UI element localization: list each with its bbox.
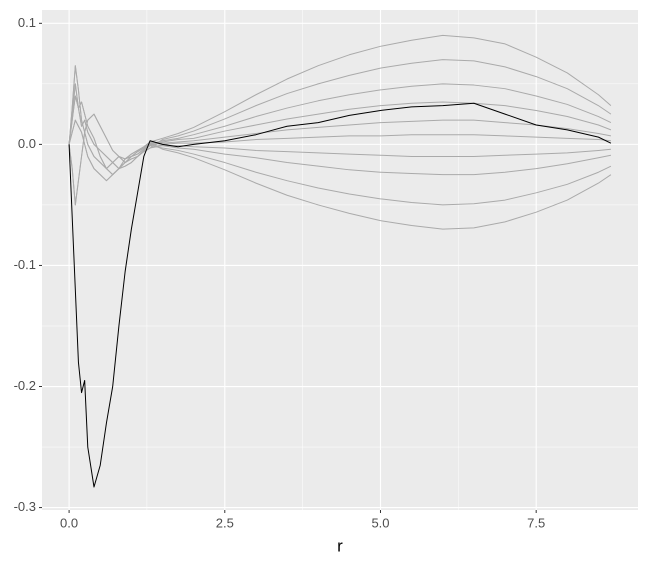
series-line [68,65,611,170]
x-tick-label: 5.0 [371,515,389,530]
y-tick-label: 0.0 [18,136,36,151]
y-tick-label: -0.3 [14,499,36,514]
x-tick-label: 2.5 [216,515,234,530]
series-line [68,95,612,176]
series-line [68,119,612,206]
x-axis-title: r [337,536,343,555]
series-line [68,83,612,230]
y-tick-label: -0.2 [14,378,36,393]
y-tick-label: 0.1 [18,15,36,30]
y-tick-label: -0.1 [14,257,36,272]
x-tick-label: 0.0 [60,515,78,530]
x-tick-label: 7.5 [527,515,545,530]
panel [42,10,638,510]
series-line [68,102,612,488]
